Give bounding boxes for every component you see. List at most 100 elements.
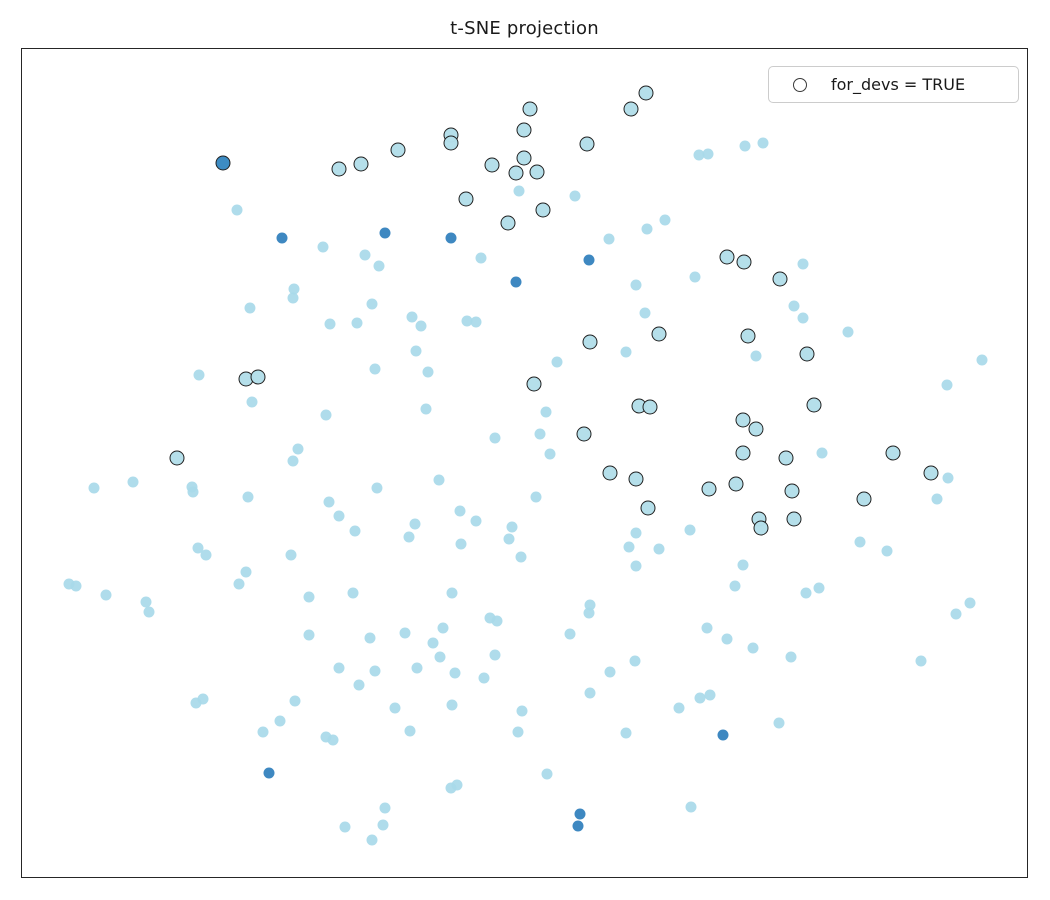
data-point-for-devs <box>885 445 901 461</box>
data-point <box>785 651 797 663</box>
data-point <box>881 545 893 557</box>
data-point <box>721 633 733 645</box>
data-point-for-devs <box>748 421 764 437</box>
data-point <box>285 549 297 561</box>
data-point <box>800 587 812 599</box>
data-point-for-devs <box>529 164 545 180</box>
data-point-for-devs <box>576 426 592 442</box>
data-point-for-devs <box>628 471 644 487</box>
data-point <box>373 260 385 272</box>
data-point <box>197 693 209 705</box>
data-point <box>263 767 275 779</box>
data-point-for-devs <box>526 376 542 392</box>
data-point <box>415 320 427 332</box>
data-point <box>192 542 204 554</box>
data-point <box>854 536 866 548</box>
data-point <box>88 482 100 494</box>
data-point <box>478 672 490 684</box>
data-point <box>434 651 446 663</box>
data-point <box>572 820 584 832</box>
data-point <box>369 665 381 677</box>
data-point <box>359 249 371 261</box>
data-point <box>200 549 212 561</box>
data-point <box>446 587 458 599</box>
data-point-for-devs <box>623 101 639 117</box>
data-point-for-devs <box>786 511 802 527</box>
data-point <box>190 697 202 709</box>
data-point <box>516 705 528 717</box>
data-point <box>684 524 696 536</box>
data-point <box>351 317 363 329</box>
data-point-for-devs <box>390 142 406 158</box>
data-point <box>737 559 749 571</box>
data-point-for-devs <box>701 481 717 497</box>
data-point <box>339 821 351 833</box>
data-point <box>630 279 642 291</box>
data-point <box>379 802 391 814</box>
data-point <box>489 649 501 661</box>
data-point <box>246 396 258 408</box>
chart-title: t-SNE projection <box>450 18 599 39</box>
data-point-for-devs <box>923 465 939 481</box>
data-point-for-devs <box>500 215 516 231</box>
data-point-for-devs <box>582 334 598 350</box>
data-point-for-devs <box>353 156 369 172</box>
data-point <box>630 560 642 572</box>
data-point <box>404 725 416 737</box>
data-point-for-devs <box>331 161 347 177</box>
data-point-for-devs <box>250 369 266 385</box>
data-point <box>750 350 762 362</box>
data-point <box>366 834 378 846</box>
data-point <box>449 667 461 679</box>
data-point <box>303 591 315 603</box>
data-point-for-devs <box>806 397 822 413</box>
data-point <box>445 232 457 244</box>
data-point <box>757 137 769 149</box>
data-point <box>287 455 299 467</box>
data-point <box>274 715 286 727</box>
data-point <box>470 515 482 527</box>
data-point <box>584 599 596 611</box>
data-point <box>347 587 359 599</box>
data-point <box>427 637 439 649</box>
data-point <box>193 369 205 381</box>
data-point <box>704 689 716 701</box>
data-point-for-devs <box>458 191 474 207</box>
data-point <box>653 543 665 555</box>
data-point <box>403 531 415 543</box>
data-point <box>433 474 445 486</box>
data-point <box>603 233 615 245</box>
data-point <box>287 292 299 304</box>
data-point <box>950 608 962 620</box>
data-point <box>422 366 434 378</box>
data-point <box>620 346 632 358</box>
data-point <box>379 227 391 239</box>
data-point <box>639 307 651 319</box>
data-point <box>320 731 332 743</box>
data-point <box>366 298 378 310</box>
data-point <box>324 318 336 330</box>
data-point <box>491 615 503 627</box>
data-point <box>673 702 685 714</box>
data-point <box>371 482 383 494</box>
data-point <box>964 597 976 609</box>
data-point <box>604 666 616 678</box>
data-point <box>303 629 315 641</box>
data-point <box>813 582 825 594</box>
data-point <box>931 493 943 505</box>
data-point <box>257 726 269 738</box>
data-point <box>564 628 576 640</box>
data-point <box>941 379 953 391</box>
data-point <box>244 302 256 314</box>
data-point <box>240 566 252 578</box>
data-point <box>534 428 546 440</box>
data-point <box>233 578 245 590</box>
data-point <box>569 190 581 202</box>
data-point <box>470 316 482 328</box>
data-point <box>276 232 288 244</box>
data-point <box>797 312 809 324</box>
data-point <box>455 538 467 550</box>
data-point <box>445 782 457 794</box>
data-point <box>364 632 376 644</box>
data-point <box>788 300 800 312</box>
